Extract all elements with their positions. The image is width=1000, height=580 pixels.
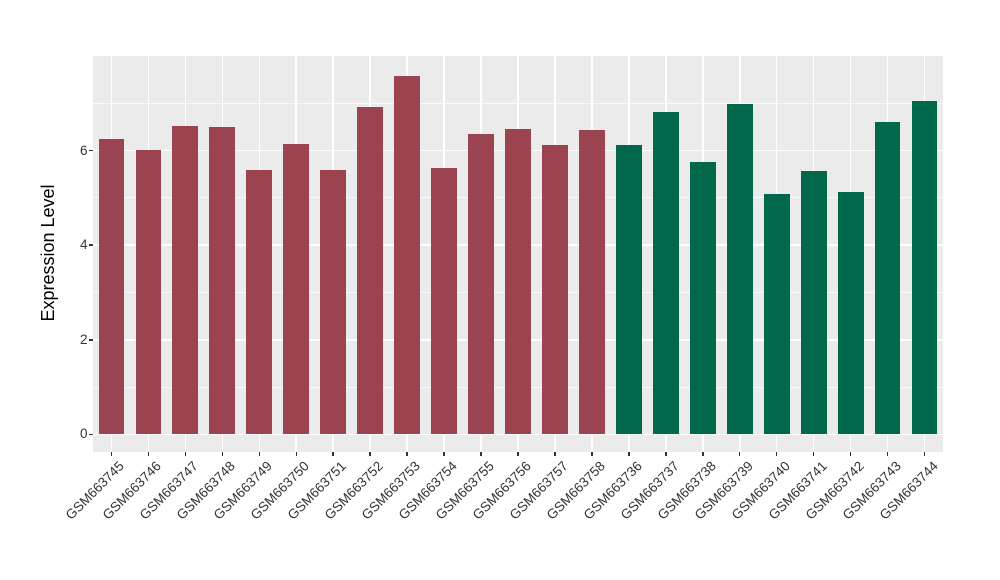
x-tick-mark (812, 452, 815, 456)
y-tick-label: 0 (79, 426, 88, 442)
x-tick-mark (406, 452, 408, 456)
bar-GSM663738 (689, 161, 716, 435)
bar-GSM663742 (837, 191, 864, 435)
gridline-major (93, 433, 943, 436)
x-tick-mark (295, 452, 297, 456)
bar-GSM663746 (135, 149, 162, 435)
bar-GSM663750 (283, 144, 310, 435)
x-tick-mark (184, 452, 187, 456)
y-tick-label: 4 (79, 237, 88, 253)
y-axis-title: Expression Level (38, 184, 58, 322)
bar-GSM663749 (246, 170, 273, 435)
bar-GSM663741 (800, 170, 827, 435)
bar-GSM663756 (505, 129, 531, 435)
bar-GSM663751 (320, 170, 347, 435)
bar-GSM663752 (357, 107, 384, 435)
x-tick-mark (775, 452, 778, 456)
y-tick-mark (89, 339, 93, 341)
x-tick-mark (221, 452, 224, 456)
bar-GSM663737 (652, 112, 679, 435)
x-tick-mark (628, 452, 630, 456)
x-tick-mark (702, 452, 704, 456)
bar-GSM663745 (98, 139, 125, 435)
y-tick-label: 2 (79, 331, 88, 347)
x-tick-mark (147, 452, 150, 456)
bar-GSM663757 (542, 145, 568, 435)
x-tick-mark (110, 452, 113, 456)
bar-GSM663754 (431, 167, 457, 435)
bar-GSM663743 (874, 121, 901, 435)
x-tick-mark (591, 452, 593, 456)
bar-GSM663755 (468, 134, 494, 435)
y-tick-mark (89, 433, 93, 436)
x-tick-mark (443, 452, 445, 456)
x-tick-mark (554, 452, 556, 456)
y-tick-label: 6 (79, 142, 88, 158)
y-tick-mark (89, 244, 93, 246)
x-tick-mark (849, 452, 852, 456)
bar-GSM663744 (911, 100, 938, 435)
bar-GSM663748 (209, 127, 236, 435)
bar-GSM663736 (615, 144, 642, 435)
x-tick-mark (665, 452, 667, 456)
plot-panel (93, 56, 943, 452)
x-tick-mark (258, 452, 261, 456)
x-tick-mark (480, 452, 482, 456)
bar-GSM663739 (726, 104, 753, 435)
bar-GSM663747 (172, 126, 199, 435)
x-tick-mark (517, 452, 519, 456)
x-tick-mark (738, 452, 741, 456)
bar-GSM663753 (394, 75, 421, 435)
bar-GSM663740 (763, 194, 790, 435)
gridline-minor (93, 102, 943, 104)
x-tick-mark (369, 452, 371, 456)
x-tick-mark (923, 452, 926, 456)
y-tick-mark (89, 149, 93, 152)
x-tick-mark (332, 452, 334, 456)
bar-GSM663758 (578, 130, 605, 435)
x-tick-mark (886, 452, 889, 456)
